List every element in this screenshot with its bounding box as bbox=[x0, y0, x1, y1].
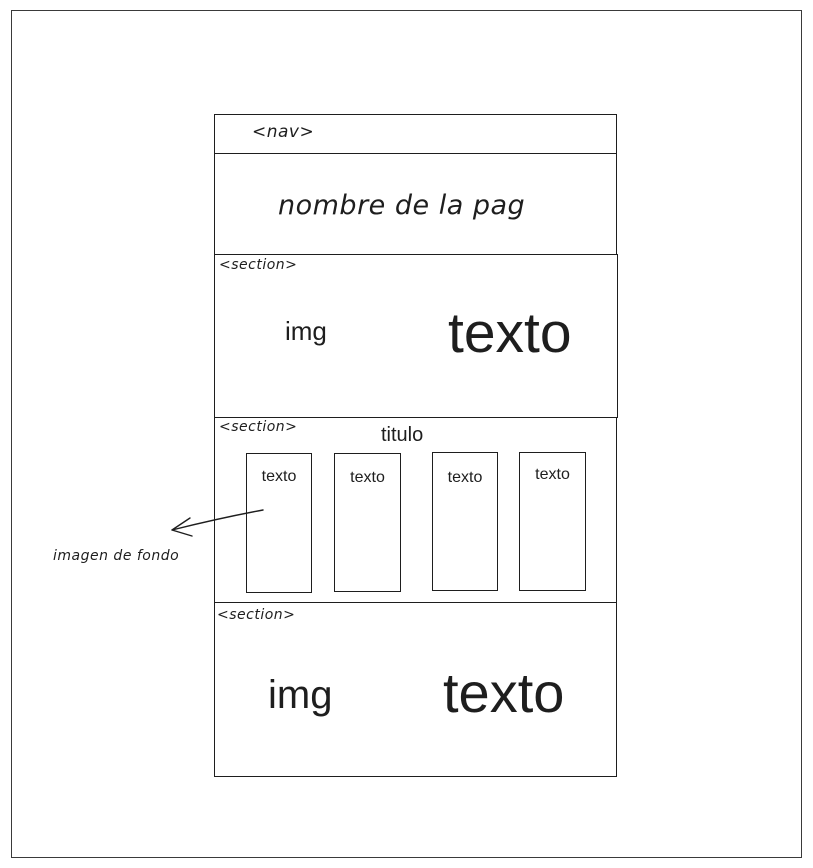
card-2: texto bbox=[334, 453, 401, 592]
section-2-title: titulo bbox=[381, 424, 424, 446]
section-1-text-label: texto bbox=[448, 301, 572, 365]
nav-tag-label: <nav> bbox=[252, 122, 315, 142]
section-3-box bbox=[214, 602, 617, 777]
card-1: texto bbox=[246, 453, 312, 593]
section-3-img-label: img bbox=[268, 673, 333, 717]
card-3-text: texto bbox=[447, 469, 483, 486]
card-4-text: texto bbox=[535, 466, 570, 483]
annotation-label: imagen de fondo bbox=[53, 548, 180, 564]
card-3: texto bbox=[432, 452, 498, 591]
section-1-img-label: img bbox=[285, 316, 327, 346]
section-3-text-label: texto bbox=[443, 661, 565, 724]
section-2-tag-label: <section> bbox=[219, 419, 298, 435]
site-name-label: nombre de la pag bbox=[278, 190, 526, 221]
canvas-frame bbox=[11, 10, 802, 858]
section-3-tag-label: <section> bbox=[217, 607, 296, 623]
card-1-text: texto bbox=[261, 468, 297, 485]
card-2-text: texto bbox=[350, 469, 385, 486]
card-4: texto bbox=[519, 452, 586, 591]
section-1-tag-label: <section> bbox=[219, 257, 298, 273]
